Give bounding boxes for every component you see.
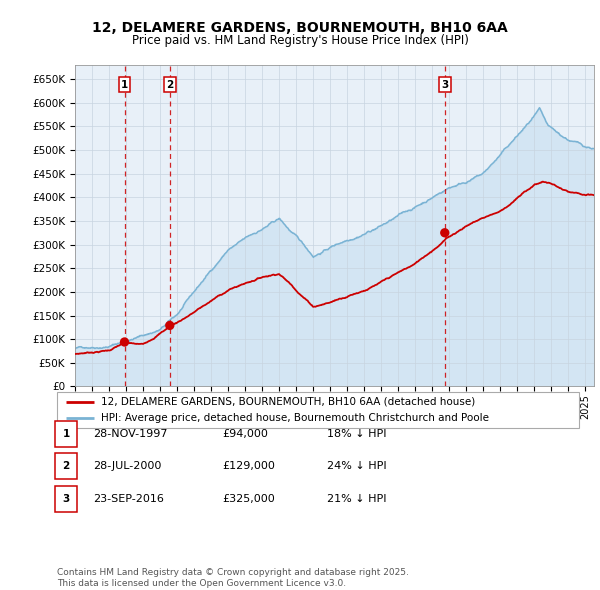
Text: 24% ↓ HPI: 24% ↓ HPI [327, 461, 386, 471]
Text: £325,000: £325,000 [222, 494, 275, 503]
Text: 28-NOV-1997: 28-NOV-1997 [93, 429, 167, 438]
Text: 12, DELAMERE GARDENS, BOURNEMOUTH, BH10 6AA: 12, DELAMERE GARDENS, BOURNEMOUTH, BH10 … [92, 21, 508, 35]
Text: 1: 1 [121, 80, 128, 90]
Text: 3: 3 [62, 494, 70, 503]
Text: Price paid vs. HM Land Registry's House Price Index (HPI): Price paid vs. HM Land Registry's House … [131, 34, 469, 47]
Text: 21% ↓ HPI: 21% ↓ HPI [327, 494, 386, 503]
Text: 18% ↓ HPI: 18% ↓ HPI [327, 429, 386, 438]
Text: HPI: Average price, detached house, Bournemouth Christchurch and Poole: HPI: Average price, detached house, Bour… [101, 413, 490, 423]
Text: £94,000: £94,000 [222, 429, 268, 438]
Text: 2: 2 [62, 461, 70, 471]
Text: 28-JUL-2000: 28-JUL-2000 [93, 461, 161, 471]
Text: 2: 2 [166, 80, 173, 90]
Text: 1: 1 [62, 429, 70, 438]
Text: £129,000: £129,000 [222, 461, 275, 471]
FancyBboxPatch shape [57, 392, 579, 428]
Point [440, 228, 449, 238]
Text: 3: 3 [441, 80, 448, 90]
Text: Contains HM Land Registry data © Crown copyright and database right 2025.
This d: Contains HM Land Registry data © Crown c… [57, 568, 409, 588]
Text: 23-SEP-2016: 23-SEP-2016 [93, 494, 164, 503]
Point [120, 337, 130, 347]
Point [165, 321, 175, 330]
Text: 12, DELAMERE GARDENS, BOURNEMOUTH, BH10 6AA (detached house): 12, DELAMERE GARDENS, BOURNEMOUTH, BH10 … [101, 397, 476, 407]
